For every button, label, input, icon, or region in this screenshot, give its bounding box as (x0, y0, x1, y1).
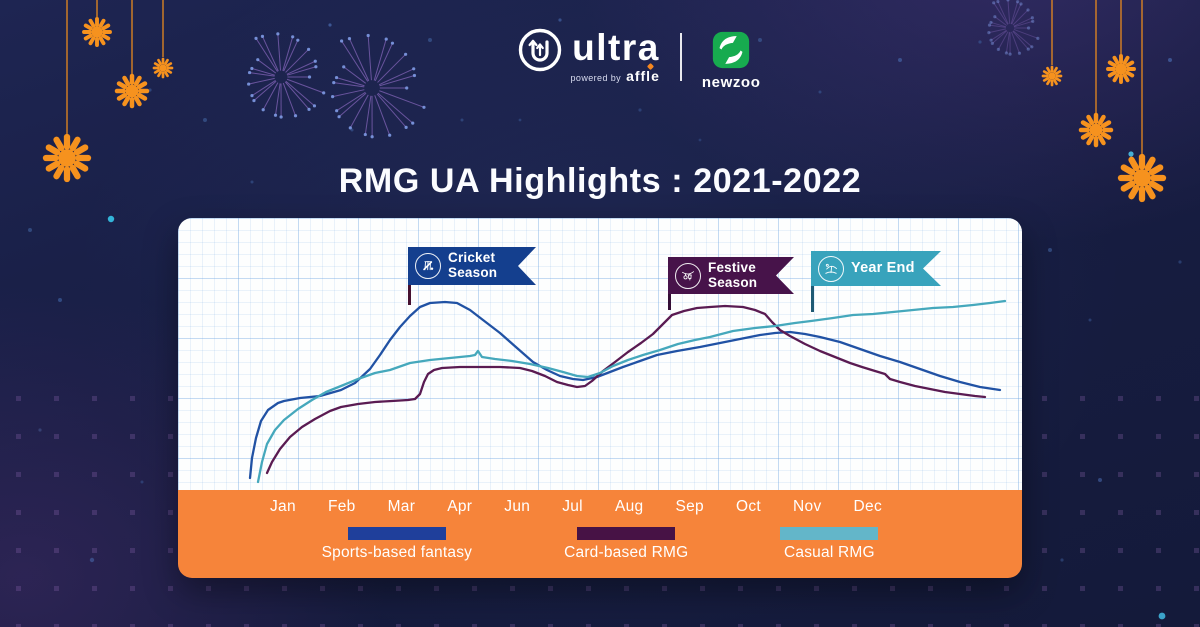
star-dot (1060, 558, 1064, 562)
x-axis-label-mar: Mar (387, 498, 416, 515)
x-axis-label-jun: Jun (504, 498, 531, 515)
legend-item: Sports-based fantasy (322, 527, 472, 562)
x-axis-months: Jan Feb Mar Apr Jun Jul Aug Sep Oct Nov Dec (270, 498, 882, 516)
x-axis-label-jul: Jul (562, 498, 583, 515)
legend-swatch (577, 527, 676, 540)
x-axis-label-oct: Oct (735, 498, 761, 515)
star-dot (518, 118, 522, 122)
legend-swatch (347, 527, 446, 540)
year-end-flag-pole (811, 285, 814, 312)
star-dot (107, 215, 115, 223)
star-dot (1088, 318, 1092, 322)
page-title: RMG UA Highlights : 2021-2022 (338, 161, 862, 200)
ultra-wordmark: ultra (572, 27, 660, 68)
cricket-flag-pole (408, 284, 411, 305)
newzoo-wordmark: newzoo (701, 74, 761, 91)
star-dot (698, 138, 702, 142)
powered-by-text: powered by (570, 72, 622, 83)
logo-divider (679, 33, 682, 81)
star-dot (1048, 248, 1052, 252)
festive-season-label: Festive Season (708, 259, 758, 290)
x-axis-label-sep: Sep (675, 498, 704, 515)
star-dot (460, 118, 464, 122)
star-dot (28, 228, 32, 232)
chart-plot-area: Cricket Season Festive Season (178, 218, 1022, 490)
legend-item: Card-based RMG (564, 527, 688, 562)
star-dot (89, 557, 95, 563)
x-axis-label-jan: Jan (270, 498, 296, 515)
star-dot (1158, 612, 1166, 620)
newzoo-logo-lockup: newzoo (702, 29, 761, 91)
legend-label: Card-based RMG (564, 544, 689, 561)
ultra-logo-lockup: ultra powered by affle (517, 27, 660, 84)
newzoo-logo-icon (713, 31, 750, 69)
star-dot (638, 108, 642, 112)
x-axis-band: Jan Feb Mar Apr Jun Jul Aug Sep Oct Nov Dec Sports… (178, 490, 1022, 578)
year-end-label: Year End (851, 259, 915, 276)
star-dot (558, 18, 562, 22)
legend-label: Sports-based fantasy (321, 544, 473, 561)
festive-flag-pole (668, 293, 671, 310)
star-dot (38, 428, 42, 432)
star-dot (1178, 260, 1182, 264)
legend-label: Casual RMG (784, 544, 875, 561)
festive-lanterns-icon (675, 263, 701, 289)
festive-season-flag: Festive Season (668, 257, 794, 294)
chart-legend: Sports-based fantasy Card-based RMG Casual… (178, 527, 1022, 562)
powered-by-row: powered by affle (570, 62, 660, 84)
series-line-sports-based-fantasy (248, 300, 1002, 480)
cricket-icon (415, 253, 441, 279)
x-axis-label-apr: Apr (447, 498, 473, 515)
star-dot (350, 128, 354, 132)
series-line-casual-rmg (256, 299, 1007, 484)
series-line-card-based-rmg (265, 304, 987, 475)
x-axis-label-dec: Dec (853, 498, 882, 515)
star-dot (1128, 151, 1134, 157)
header-logo-row: ultra powered by affle newzoo (77, 27, 1200, 91)
x-axis-label-nov: Nov (793, 498, 822, 515)
affle-wordmark: affle (626, 62, 660, 84)
star-dot (203, 118, 207, 122)
ultra-circle-logo-icon (518, 28, 561, 72)
legend-swatch (780, 527, 879, 540)
x-axis-label-feb: Feb (327, 498, 356, 515)
star-dot (140, 480, 144, 484)
chart-card: Cricket Season Festive Season (178, 218, 1022, 578)
x-axis-label-aug: Aug (614, 498, 644, 515)
year-end-flag: Year End (811, 251, 941, 286)
star-dot (1098, 478, 1102, 482)
star-dot (58, 298, 62, 302)
beach-umbrella-icon (818, 256, 844, 282)
legend-item: Casual RMG (780, 527, 879, 562)
cricket-season-flag: Cricket Season (408, 247, 536, 285)
cricket-season-label: Cricket Season (448, 250, 498, 280)
ultra-wordmark-block: ultra powered by affle (571, 27, 660, 84)
